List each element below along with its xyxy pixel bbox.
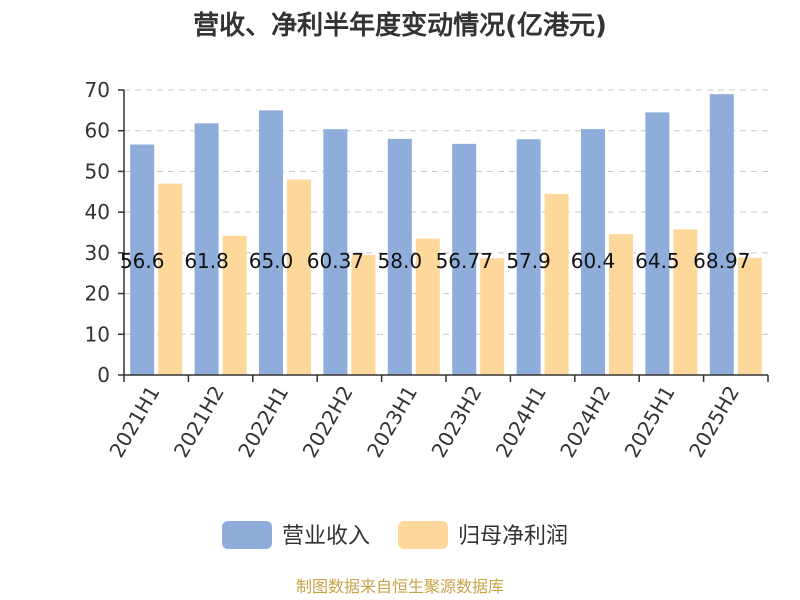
data-label: 61.8 [184, 249, 229, 273]
x-tick-label: 2021H1 [104, 382, 164, 462]
bar-net-profit [480, 258, 505, 375]
bar-net-profit [544, 193, 569, 375]
data-labels: 56.6 61.8 65.0 60.37 58.0 56.77 57.9 60.4 64.5 68… [120, 249, 750, 273]
legend-swatch-revenue [222, 521, 272, 549]
bar-net-profit [158, 183, 183, 375]
y-tick-label: 0 [97, 363, 110, 387]
bar-revenue [323, 129, 348, 375]
x-tick-label: 2024H1 [491, 382, 551, 462]
x-tick-label: 2021H2 [169, 382, 229, 462]
gridlines [124, 89, 768, 335]
data-label: 56.77 [436, 249, 493, 273]
bar-net-profit [222, 235, 247, 375]
data-label: 60.4 [571, 249, 616, 273]
y-tick-label: 40 [85, 200, 110, 224]
bar-net-profit [415, 238, 440, 375]
x-tick-label: 2025H2 [684, 382, 744, 462]
chart-title: 营收、净利半年度变动情况(亿港元) [193, 10, 607, 41]
data-label: 57.9 [506, 249, 551, 273]
legend-label-net-profit: 归母净利润 [458, 524, 568, 549]
data-label: 56.6 [120, 249, 165, 273]
data-label: 68.97 [693, 249, 750, 273]
legend: 营业收入 归母净利润 [222, 521, 568, 549]
data-label: 65.0 [249, 249, 294, 273]
y-tick-label: 10 [85, 322, 110, 346]
bar-net-profit [351, 254, 376, 375]
bar-revenue [130, 144, 155, 375]
bar-revenue [709, 94, 734, 375]
bar-revenue [259, 110, 283, 375]
y-tick-label: 70 [85, 78, 110, 102]
bar-net-profit [287, 179, 311, 375]
bars [130, 94, 762, 376]
bar-revenue [516, 139, 541, 375]
y-tick-label: 20 [85, 282, 110, 306]
y-tick-label: 50 [85, 159, 110, 183]
y-tick-label: 30 [85, 241, 110, 265]
x-tick-label: 2022H2 [298, 382, 358, 462]
bar-revenue [452, 143, 477, 375]
legend-swatch-net-profit [398, 521, 448, 549]
bar-revenue [645, 112, 670, 376]
bar-revenue [581, 129, 605, 375]
x-axis: 2021H1 2021H2 2022H1 2022H2 2023H1 2023H2 2024… [104, 374, 769, 462]
y-tick-label: 60 [85, 119, 110, 143]
legend-label-revenue: 营业收入 [282, 524, 370, 549]
bar-net-profit [609, 234, 633, 375]
data-label: 58.0 [378, 249, 423, 273]
bar-net-profit [737, 257, 762, 375]
bar-revenue [194, 123, 219, 375]
x-tick-label: 2024H2 [555, 382, 615, 462]
data-label: 60.37 [307, 249, 364, 273]
x-tick-label: 2022H1 [233, 382, 293, 462]
x-tick-label: 2023H2 [426, 382, 486, 462]
x-tick-label: 2023H1 [362, 382, 422, 462]
data-label: 64.5 [635, 249, 680, 273]
bar-net-profit [673, 229, 698, 375]
bar-revenue [387, 138, 412, 375]
source-note: 制图数据来自恒生聚源数据库 [296, 577, 504, 596]
y-axis: 0 10 20 30 40 50 60 70 [85, 78, 125, 387]
x-tick-label: 2025H1 [620, 382, 680, 462]
